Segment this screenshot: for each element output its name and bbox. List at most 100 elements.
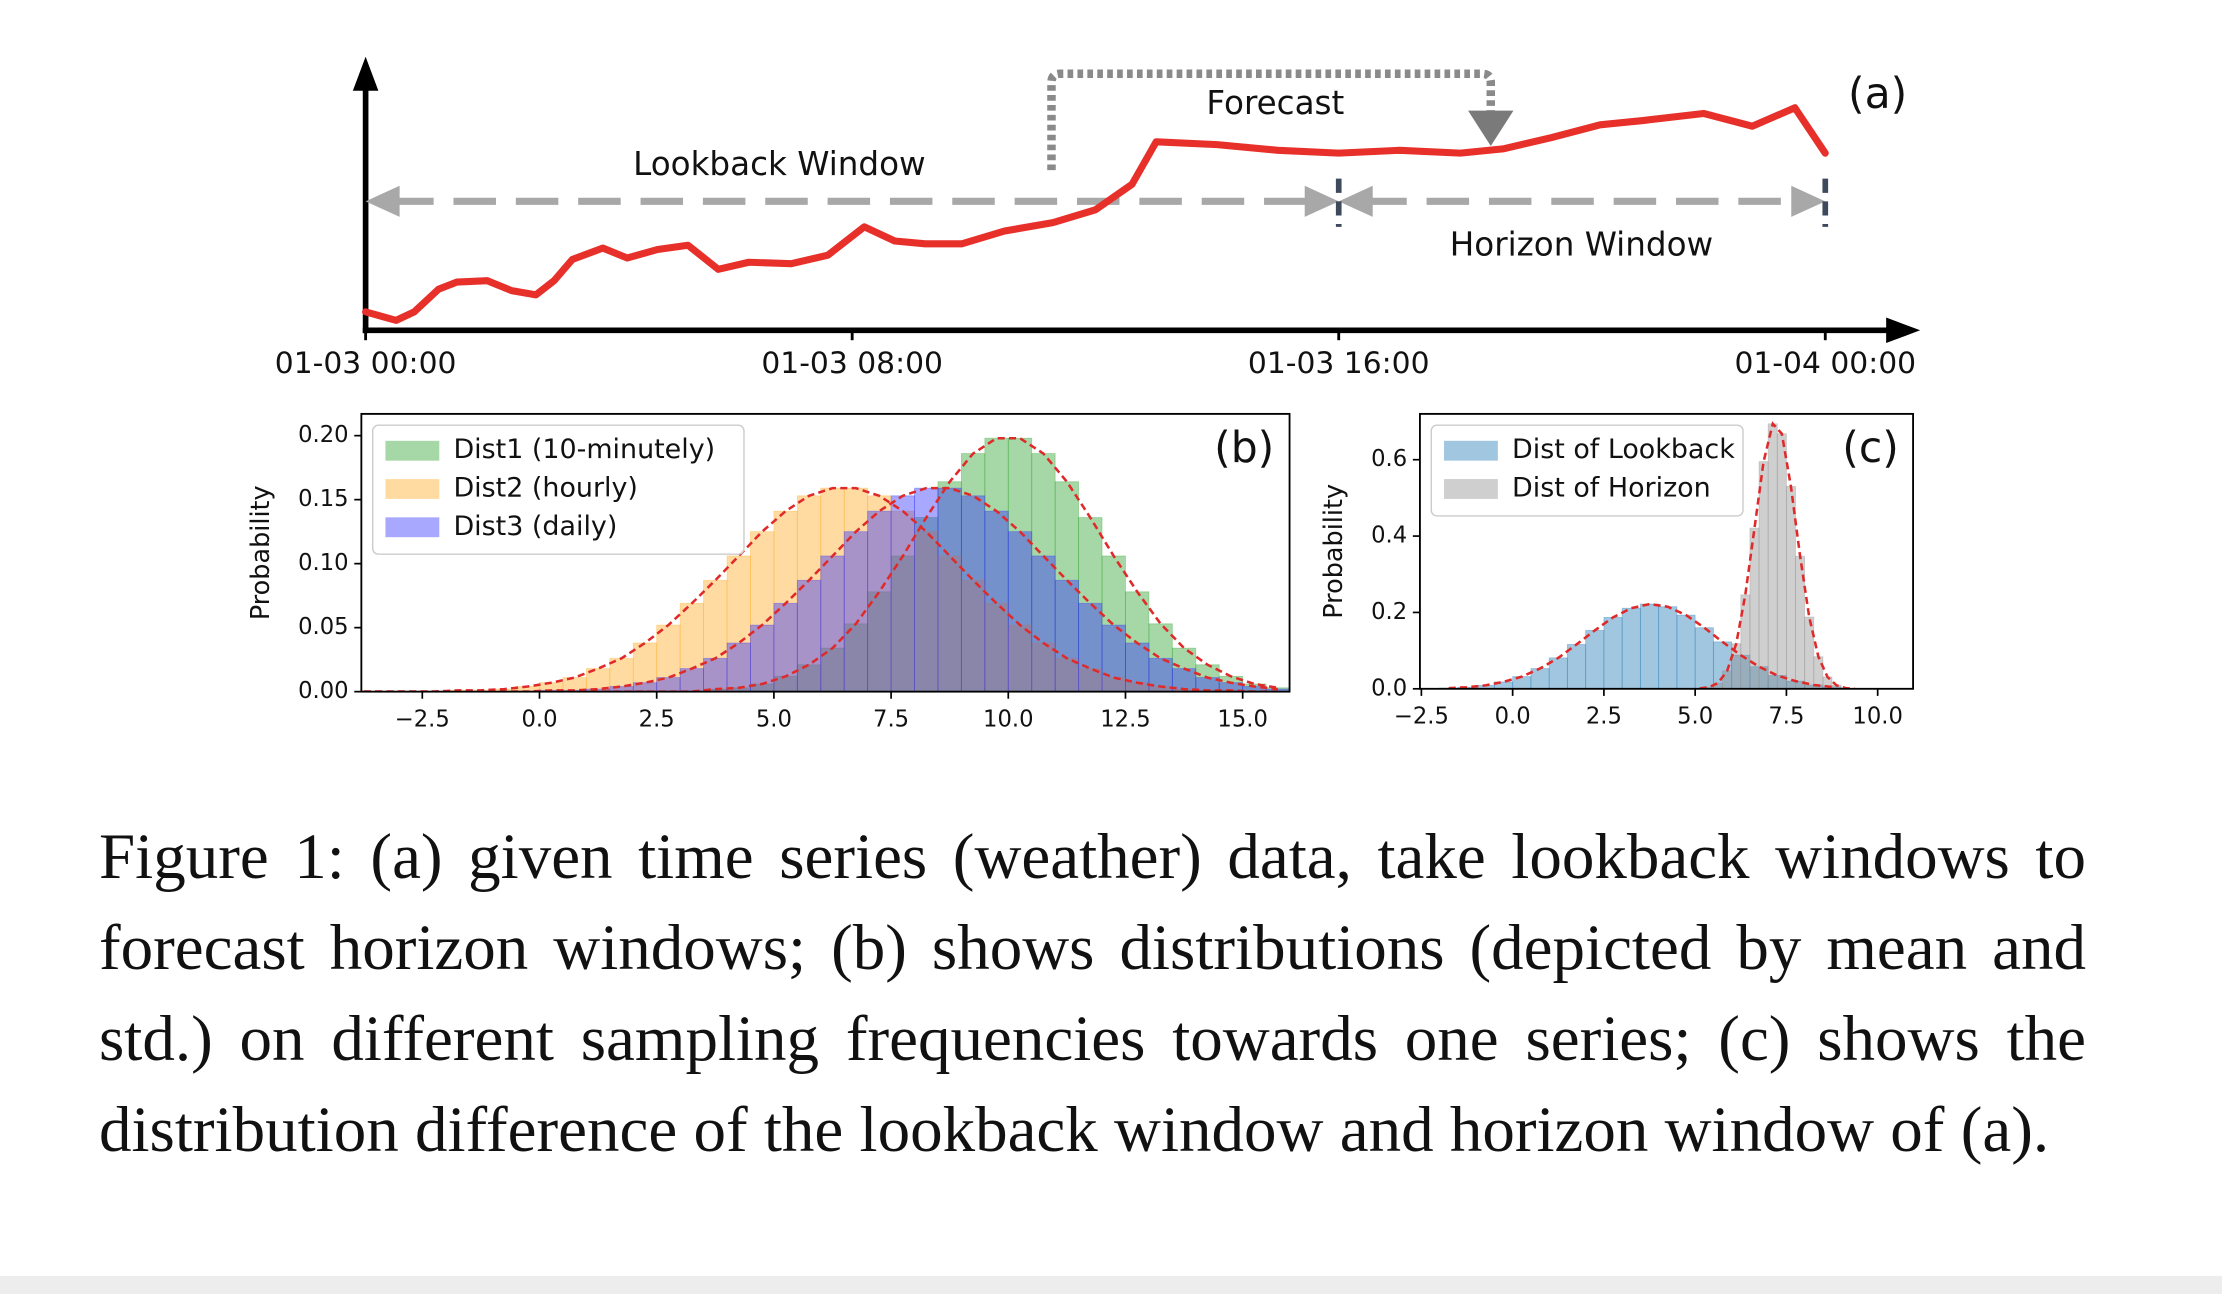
histogram-bar: [1530, 668, 1550, 689]
histogram-bar: [1054, 579, 1080, 692]
histogram-bar: [984, 510, 1009, 692]
y-tick-label: 0.20: [298, 422, 348, 448]
x-tick-label: 2.5: [639, 706, 675, 732]
horizon-arrow-head-left: [1338, 185, 1373, 217]
x-tick-label: 10.0: [1852, 704, 1902, 730]
legend-swatch: [1444, 479, 1498, 499]
histogram-bar: [1694, 627, 1714, 689]
histogram-bar: [703, 657, 728, 692]
histogram-bar: [984, 437, 1009, 692]
legend-label: Dist of Horizon: [1512, 472, 1711, 503]
panel-label: (c): [1842, 424, 1899, 473]
bottom-band: [0, 1276, 2222, 1294]
y-axis-arrow: [352, 56, 379, 91]
histogram-bar: [1758, 461, 1769, 689]
histogram-bar: [1785, 486, 1796, 689]
histogram-bar: [726, 642, 751, 692]
histogram-bar: [1722, 670, 1733, 689]
x-tick-label: 01-03 08:00: [761, 346, 943, 381]
legend-swatch: [1444, 440, 1498, 461]
legend-label: Dist of Lookback: [1512, 434, 1735, 465]
forecast-arrow: [1047, 69, 1496, 171]
histogram-bar: [1566, 644, 1587, 689]
histogram-bar: [750, 531, 775, 692]
histogram-bar: [1512, 676, 1532, 689]
x-tick-label: 2.5: [1586, 704, 1622, 730]
legend-label: Dist3 (daily): [453, 511, 617, 542]
legend-swatch: [385, 517, 440, 538]
plot-area: [1439, 421, 1855, 689]
legend-label: Dist2 (hourly): [453, 472, 637, 503]
x-tick-label: 5.0: [756, 706, 792, 732]
lookback-arrow-head-right: [1304, 185, 1339, 217]
x-tick-label: 01-04 00:00: [1734, 346, 1916, 381]
histogram-bar: [632, 642, 658, 692]
plot-frame: [1419, 412, 1914, 690]
x-tick-label: 0.0: [1495, 704, 1531, 730]
histogram-bar: [890, 495, 915, 692]
x-tick-label: 01-03 00:00: [275, 346, 457, 381]
x-tick-label: 0.0: [521, 706, 557, 732]
histogram-bar: [1148, 657, 1173, 692]
legend-swatch: [385, 479, 440, 499]
histogram-bar: [1776, 433, 1787, 689]
histogram-bar: [1676, 614, 1696, 689]
fit-curve: [1699, 421, 1855, 689]
histogram-bar: [750, 624, 775, 692]
histogram-bar: [1031, 555, 1056, 692]
histogram-bar: [1621, 607, 1641, 689]
y-tick-label: 0.15: [298, 486, 348, 512]
legend-swatch: [385, 440, 440, 461]
histogram-bar: [1740, 594, 1751, 689]
y-tick-label: 0.00: [298, 678, 348, 704]
fit-curve: [363, 486, 1278, 692]
caption: Figure 1: (a) given time series (weather…: [99, 821, 2086, 1166]
y-tick-label: 0.05: [298, 614, 348, 640]
histogram-bar: [937, 487, 962, 692]
histogram-bar: [914, 531, 939, 692]
y-tick-label: 0.4: [1371, 523, 1407, 549]
histogram-bar: [867, 510, 892, 692]
horizon-arrow-head-right: [1791, 185, 1826, 217]
legend-label: Dist1 (10-minutely): [453, 434, 715, 465]
y-tick-label: 0.6: [1371, 446, 1407, 472]
x-tick-label: 01-03 16:00: [1248, 346, 1430, 381]
x-tick-label: −2.5: [1394, 704, 1449, 730]
y-tick-label: 0.2: [1371, 599, 1407, 625]
x-tick-label: 7.5: [1768, 704, 1804, 730]
panel-label: (a): [1848, 70, 1907, 119]
histogram-bar: [1639, 603, 1660, 689]
y-tick-label: 0.10: [298, 550, 348, 576]
histogram-bar: [632, 682, 658, 692]
histogram-bar: [1078, 668, 1103, 692]
forecast-arrow-head: [1468, 110, 1514, 147]
legend-box: [1430, 424, 1744, 517]
x-tick-label: 10.0: [983, 706, 1033, 732]
histogram-bar: [1749, 527, 1760, 689]
annotation-lookback: Lookback Window: [633, 145, 926, 183]
histogram-bar: [796, 579, 822, 692]
histogram-bar: [1767, 675, 1787, 689]
histogram-bar: [1658, 606, 1678, 689]
annotation-horizon: Horizon Window: [1450, 226, 1713, 264]
histogram-bar: [585, 668, 611, 692]
fit-curve: [363, 436, 1278, 692]
histogram-bar: [984, 602, 1009, 692]
series-line: [362, 104, 1829, 324]
histogram-bar: [960, 495, 986, 692]
plot-area: [363, 436, 1290, 692]
x-axis-arrow: [1886, 317, 1921, 344]
histogram-bar: [1078, 602, 1103, 692]
y-axis-label: Probability: [246, 485, 276, 620]
fit-curve: [363, 486, 1278, 692]
histogram-bar: [1007, 531, 1033, 692]
x-tick-label: 12.5: [1100, 706, 1150, 732]
histogram-bar: [820, 555, 845, 692]
histogram-bar: [773, 510, 798, 692]
y-axis-label: Probability: [1319, 484, 1349, 619]
x-tick-label: 15.0: [1217, 706, 1267, 732]
histogram-bar: [1101, 624, 1126, 692]
histogram-bar: [1054, 481, 1080, 692]
y-tick-label: 0.0: [1371, 675, 1407, 701]
